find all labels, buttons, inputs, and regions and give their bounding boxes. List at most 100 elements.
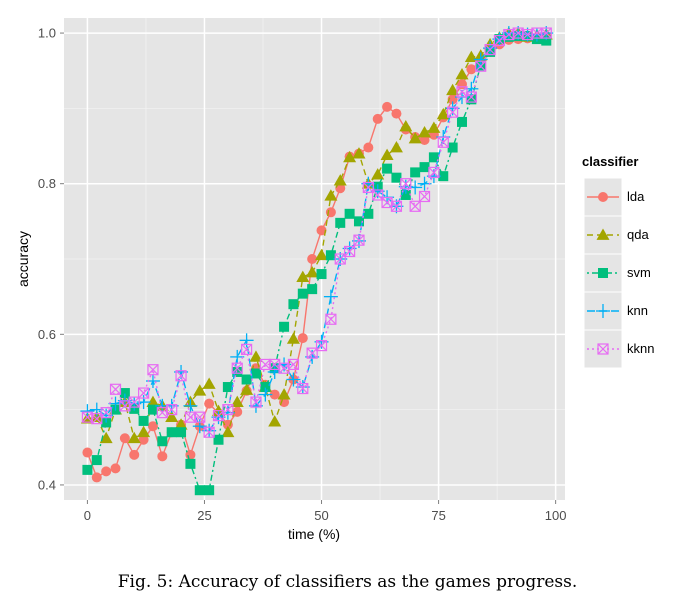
point-kknn-diag2 [456, 86, 468, 98]
point-kknn-box [503, 28, 515, 41]
legend-item-kknn: kknn [583, 329, 654, 369]
point-kknn-box [325, 313, 337, 325]
point-kknn [297, 382, 309, 395]
point-qda [408, 132, 422, 144]
point-svm-shape [410, 167, 421, 178]
legend-marker-kknn-box [597, 343, 609, 355]
point-kknn [362, 181, 374, 194]
point-svm-shape [279, 321, 290, 332]
point-knn [258, 387, 273, 402]
point-qda-shape [249, 350, 263, 362]
point-kknn-box [428, 166, 440, 178]
point-svm-shape [241, 374, 252, 385]
point-qda [352, 147, 366, 159]
point-kknn-diag2 [391, 200, 402, 212]
point-qda [446, 83, 460, 96]
point-qda [202, 377, 216, 389]
point-kknn-diag2 [540, 27, 552, 39]
point-qda [174, 418, 188, 430]
point-kknn-box [91, 413, 103, 425]
point-kknn-box [344, 245, 356, 258]
point-svm [400, 189, 411, 200]
point-kknn-box [222, 404, 234, 416]
point-svm-shape [391, 172, 402, 183]
legend-marker-qda-shape [596, 228, 610, 240]
point-qda-shape [455, 67, 469, 80]
point-svm [428, 152, 439, 163]
point-qda [380, 148, 394, 160]
legend-label-kknn: kknn [627, 341, 654, 356]
point-svm [391, 172, 402, 183]
point-lda [372, 113, 383, 124]
point-kknn [156, 407, 168, 419]
point-svm [541, 35, 552, 46]
point-kknn-box [400, 178, 412, 190]
figure-caption: Fig. 5: Accuracy of classifiers as the g… [117, 572, 578, 592]
point-qda [127, 431, 141, 444]
point-kknn [166, 404, 178, 416]
point-svm-shape [428, 152, 439, 163]
point-svm-shape [325, 250, 336, 261]
point-svm [176, 427, 187, 438]
point-qda-shape [193, 384, 207, 396]
point-qda-shape [352, 147, 366, 159]
point-lda-shape [279, 397, 290, 408]
point-svm-shape [363, 208, 374, 219]
legend: classifier lda qda svm knn kknn [582, 154, 654, 369]
point-qda [455, 67, 469, 80]
x-tick-label: 50 [314, 508, 328, 523]
point-qda-shape [296, 270, 310, 282]
point-qda-shape [436, 107, 450, 120]
point-svm-shape [222, 382, 233, 393]
point-kknn-box [465, 91, 477, 103]
point-svm-shape [157, 436, 168, 447]
point-kknn-box [128, 396, 140, 408]
legend-item-svm: svm [583, 253, 651, 293]
legend-items: lda qda svm knn kknn [583, 177, 654, 369]
point-kknn-diag2 [297, 383, 309, 394]
point-kknn-diag2 [184, 411, 196, 423]
point-qda-shape [137, 425, 151, 438]
point-kknn-diag2 [203, 426, 215, 438]
point-qda-shape [324, 189, 338, 201]
legend-item-lda: lda [583, 177, 645, 217]
point-knn [286, 372, 301, 387]
point-lda [363, 142, 374, 153]
point-kknn-diag2 [494, 35, 505, 47]
point-kknn [91, 413, 103, 425]
point-svm [213, 434, 224, 445]
point-svm-shape [419, 162, 430, 173]
point-qda [333, 174, 347, 186]
point-kknn-box [241, 343, 253, 355]
point-qda-shape [127, 431, 141, 444]
point-qda [193, 384, 207, 396]
point-kknn-diag2 [419, 191, 430, 202]
point-knn [80, 404, 95, 419]
point-qda-shape [427, 121, 441, 133]
point-kknn-box [409, 200, 421, 212]
point-svm-shape [353, 216, 364, 227]
point-lda [204, 398, 215, 409]
point-qda-shape [315, 248, 329, 261]
point-qda-shape [286, 332, 300, 344]
point-qda-shape [202, 377, 216, 389]
legend-item-qda: qda [583, 215, 649, 255]
point-qda-shape [174, 418, 188, 430]
point-kknn-box [184, 411, 197, 423]
legend-marker-kknn [597, 343, 609, 355]
point-kknn-box [306, 347, 318, 359]
point-kknn [203, 426, 215, 438]
point-lda-shape [147, 421, 158, 432]
point-kknn-diag2 [119, 400, 131, 412]
point-kknn-box [531, 27, 543, 39]
point-kknn-diag2 [156, 407, 168, 419]
point-kknn-box [250, 396, 262, 408]
point-qda [315, 248, 329, 261]
point-kknn-diag2 [334, 253, 346, 265]
point-svm [260, 382, 271, 393]
point-lda-shape [157, 451, 168, 462]
point-kknn [231, 362, 243, 374]
point-svm [447, 142, 458, 153]
point-kknn-diag2 [128, 396, 140, 408]
point-kknn-box [109, 383, 122, 395]
